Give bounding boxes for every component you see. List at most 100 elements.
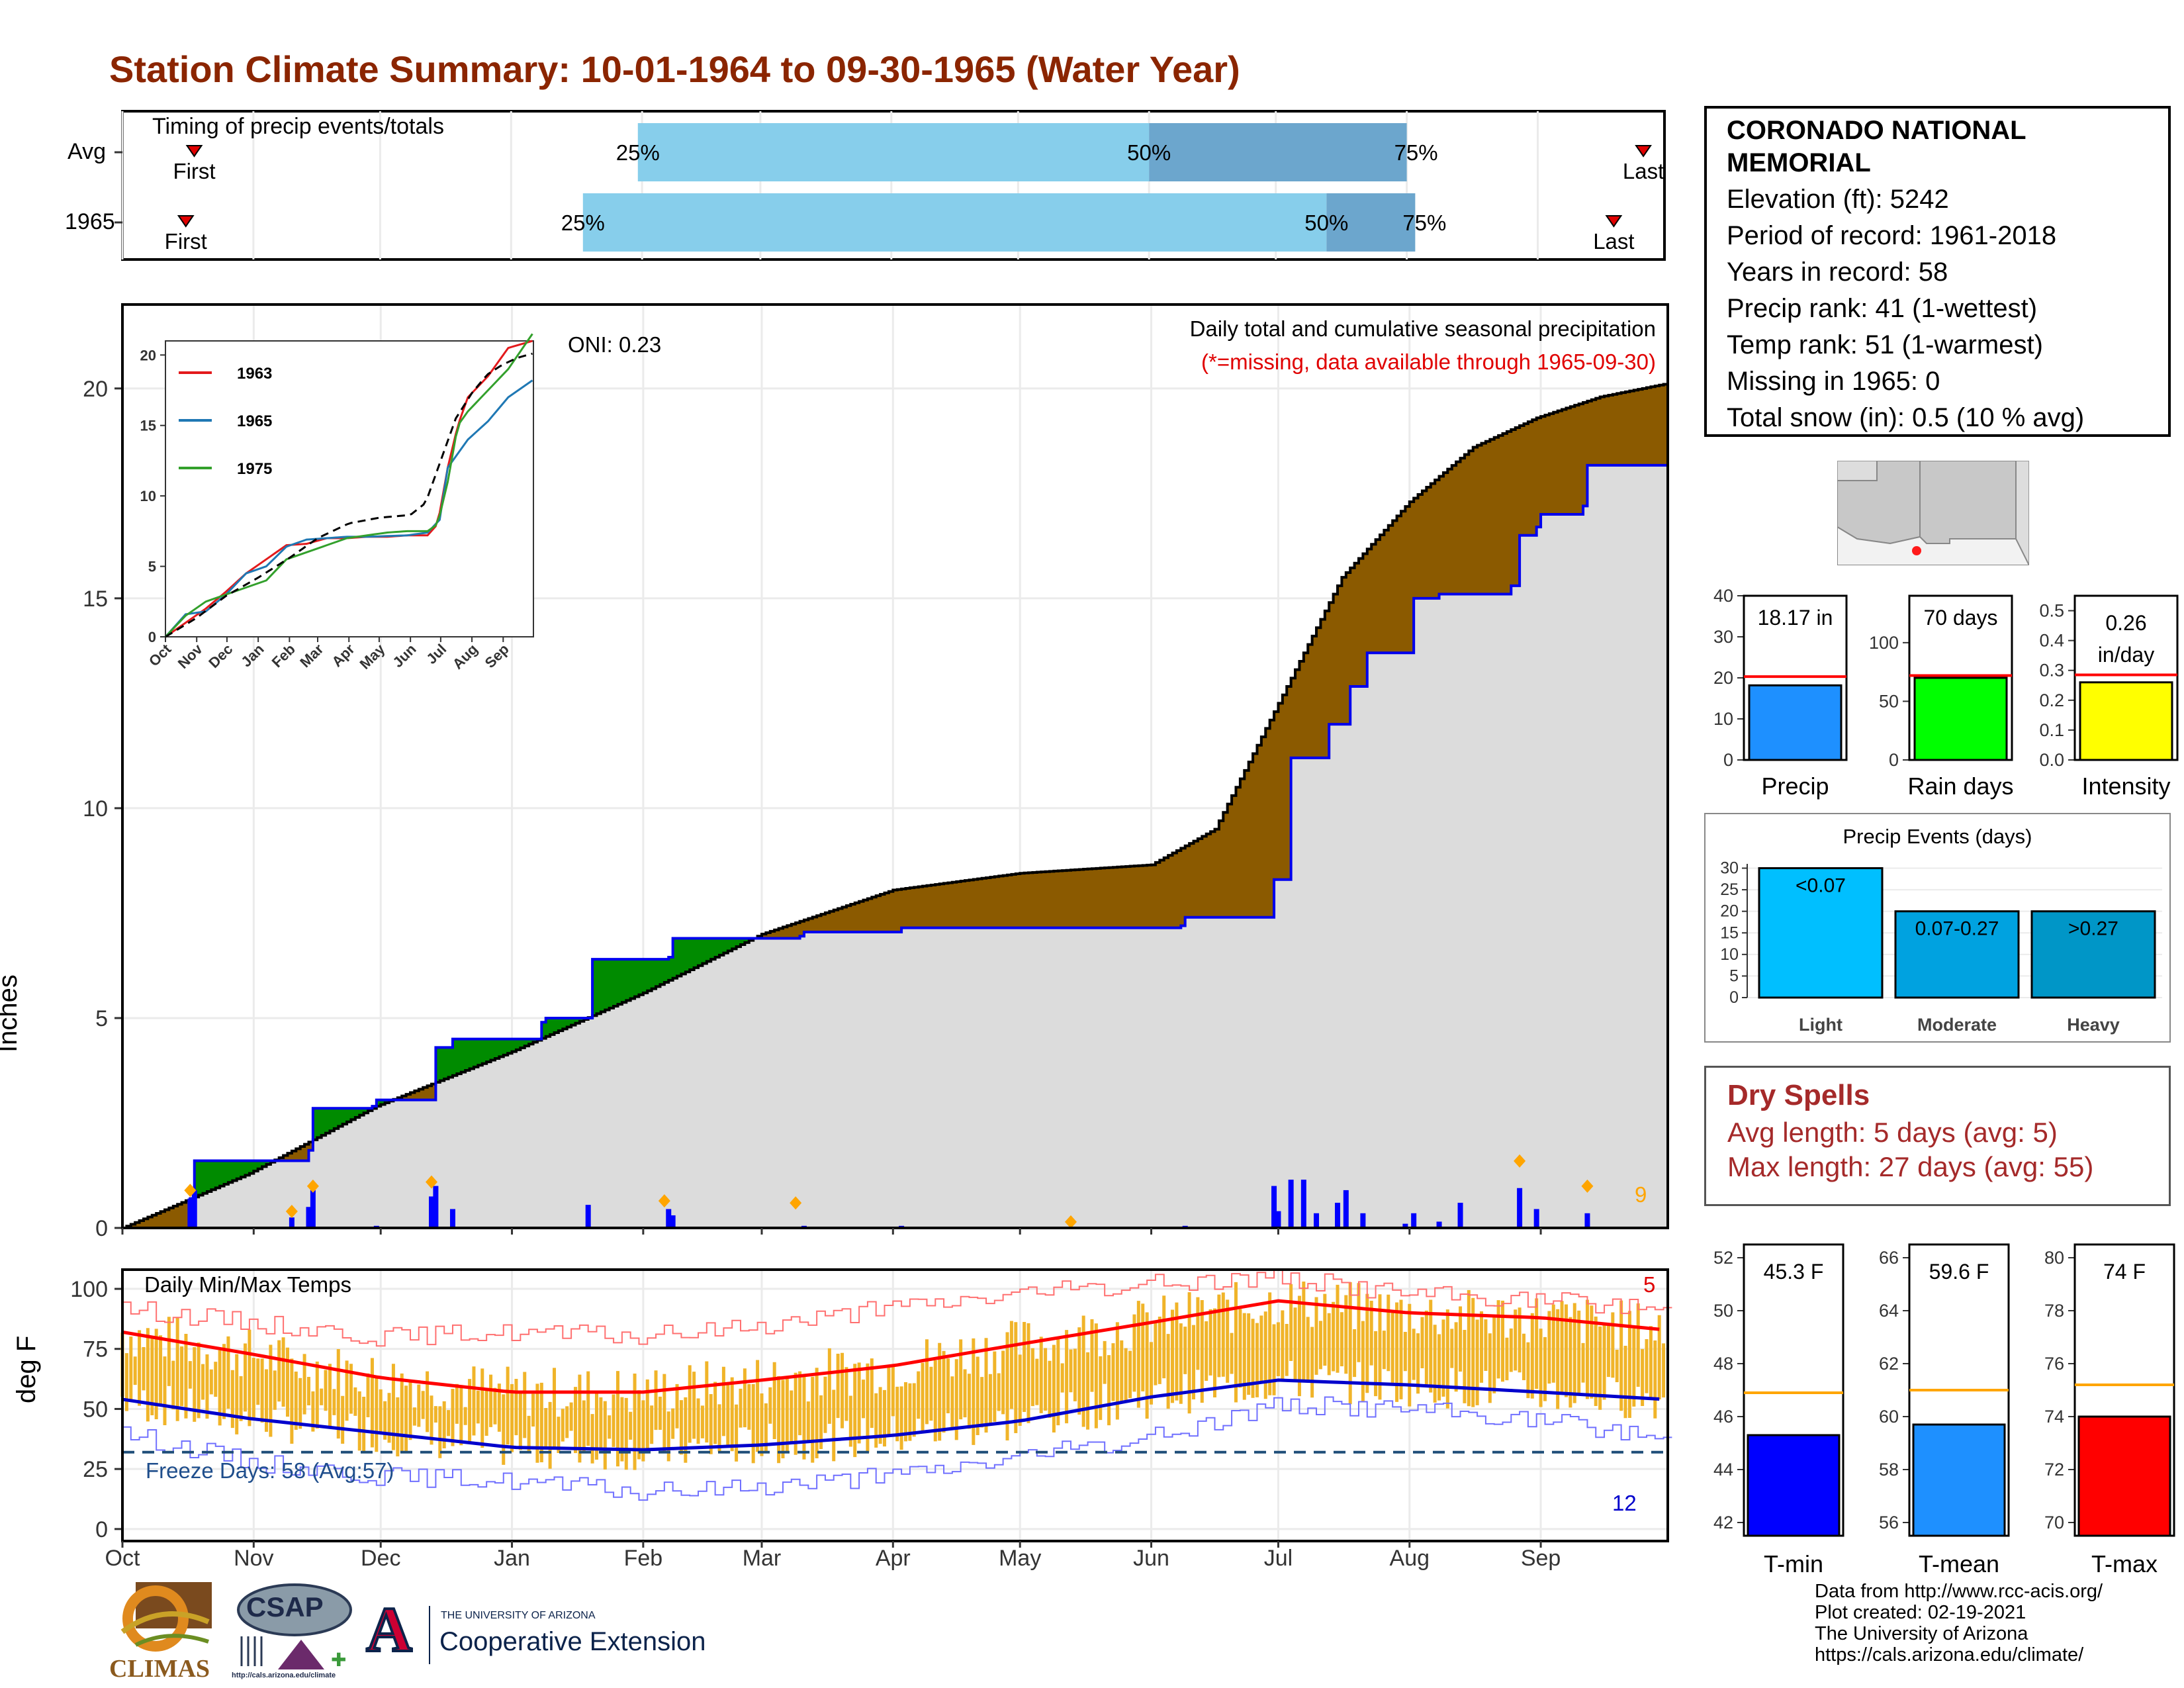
inset-legend-label-1965: 1965 <box>237 412 272 430</box>
extreme-day-marker <box>1064 1215 1077 1229</box>
month-label-mar: Mar <box>742 1546 782 1571</box>
timing-panel: Avg 1965 25% 50% 75% First Last 25% 50% 75% Firs… <box>60 106 1681 265</box>
precip-ytick-label-1: 5 <box>95 1006 108 1031</box>
locator-map <box>1837 461 2029 565</box>
inset-legend-label-1975: 1975 <box>237 460 272 478</box>
precip-note: (*=missing, data available through 1965-… <box>1201 350 1656 374</box>
climas-emblem-ring <box>122 1585 189 1652</box>
timing-first-label-1: First <box>165 229 207 254</box>
inset-chart: 0 5 10 15 20 Oct Nov Dec Jan Feb Mar Apr May Jun Jul Au… <box>113 331 543 702</box>
daily-precip-bar <box>1300 1180 1306 1228</box>
deficit-area <box>126 384 1668 1228</box>
avg-cumulative-line <box>122 383 1668 1229</box>
daily-precip-bar <box>585 1205 591 1228</box>
timing-plot: 25% 50% 75% First Last 25% 50% 75% First Last <box>114 110 1666 261</box>
tbar-1-ytick-label-2: 60 <box>1879 1407 1899 1427</box>
daily-precip-bar <box>1314 1213 1320 1228</box>
page-title: Station Climate Summary: 10-01-1964 to 0… <box>109 48 1240 90</box>
tbar-1-name: T-mean <box>1919 1550 1999 1577</box>
tbar-2-ytick-label-4: 78 <box>2044 1301 2064 1321</box>
station-elevation: Elevation (ft): 5242 <box>1727 185 1949 214</box>
footer-institution: The University of Arizona <box>1815 1623 2028 1644</box>
mini-0-ytick-label-4: 40 <box>1713 586 1733 606</box>
avg-max-line <box>122 1299 1660 1394</box>
mini-1-ytick-label-2: 100 <box>1869 633 1899 653</box>
inset-xtick-label-10: Aug <box>449 641 481 673</box>
mini-0-ytick-label-0: 0 <box>1723 750 1733 770</box>
extreme-day-marker <box>426 1175 437 1189</box>
tbar-0-name: T-min <box>1764 1550 1823 1577</box>
inset-ytick-label-4: 20 <box>140 347 156 363</box>
daily-precip-bar <box>1360 1213 1366 1228</box>
extreme-day-marker <box>1514 1154 1526 1168</box>
mini-0-value-label: 18.17 in <box>1758 606 1833 630</box>
events-bar-moderate <box>1894 910 2020 999</box>
extreme-day-marker <box>306 1179 319 1193</box>
inset-legend-label-1963: 1963 <box>237 365 272 383</box>
mini-2-ytick-label-3: 0.3 <box>2039 661 2064 680</box>
tbar-1-bar <box>1912 1423 2006 1537</box>
daily-precip-bar <box>433 1186 439 1228</box>
ua-divider <box>429 1606 430 1664</box>
inset-frame <box>165 340 534 637</box>
timing-p25-label-1: 25% <box>561 211 605 235</box>
tbar-2-ytick-label-5: 80 <box>2044 1248 2064 1268</box>
timing-bar-50-75-0 <box>1149 123 1407 181</box>
record-min-line <box>122 1396 1672 1501</box>
footer-data-source: Data from http://www.rcc-acis.org/ <box>1815 1581 2103 1602</box>
dry-spells-box: Dry Spells Avg length: 5 days (avg: 5) M… <box>1704 1066 2171 1206</box>
tbar-0-bar <box>1747 1434 1841 1537</box>
csap-cactus: ✚ <box>331 1650 346 1670</box>
observed-area <box>122 465 1668 1228</box>
cold-count: 12 <box>1612 1491 1637 1515</box>
station-years: Years in record: 58 <box>1727 258 1948 287</box>
events-ytick-label-6: 30 <box>1720 859 1739 878</box>
tbar-0-ytick-label-1: 44 <box>1713 1460 1733 1479</box>
map-mexico <box>1837 526 2029 565</box>
temp-ytick-label-0: 0 <box>95 1517 108 1542</box>
climas-emblem <box>120 1582 212 1652</box>
csap-mountain <box>278 1640 324 1669</box>
station-period: Period of record: 1961-2018 <box>1727 221 2057 250</box>
inset-ytick-label-2: 10 <box>140 488 156 504</box>
tbar-0-ytick-label-2: 46 <box>1713 1407 1733 1427</box>
events-ytick-label-1: 5 <box>1729 966 1739 985</box>
precip-ytick-label-4: 20 <box>83 377 108 402</box>
daily-precip-bar <box>310 1190 316 1228</box>
temp-ytick-label-2: 50 <box>83 1397 108 1422</box>
csap-rain-lines <box>240 1636 263 1666</box>
tbar-1-ytick-label-4: 64 <box>1879 1301 1899 1321</box>
inset-ytick-label-3: 15 <box>140 418 156 434</box>
month-label-jul: Jul <box>1263 1546 1293 1571</box>
csap-text: CSAP <box>246 1591 324 1622</box>
events-box: Precip Events (days) 0 5 10 15 20 25 30 <0.07 Li… <box>1704 813 2171 1043</box>
tbar-2-ytick-label-3: 76 <box>2044 1354 2064 1374</box>
extreme-day-marker <box>184 1184 197 1197</box>
precip-header: Daily total and cumulative seasonal prec… <box>1189 316 1656 341</box>
station-location-marker <box>1912 546 1921 555</box>
ua-line1: THE UNIVERSITY OF ARIZONA <box>441 1610 596 1621</box>
csap-emblem: ✚ <box>237 1583 352 1670</box>
daily-precip-bar <box>187 1198 193 1228</box>
timing-p50-label-0: 50% <box>1127 140 1171 165</box>
events-bar-light <box>1758 867 1884 999</box>
daily-precip-bar <box>306 1207 312 1228</box>
inset-xtick-label-9: Jul <box>423 641 449 667</box>
extreme-day-marker <box>285 1204 298 1218</box>
month-label-jun: Jun <box>1133 1546 1169 1571</box>
inset-xtick-label-2: Dec <box>205 641 236 671</box>
timing-last-marker-1 <box>1605 215 1623 228</box>
tbar-1-ytick-label-5: 66 <box>1879 1248 1899 1268</box>
station-snow: Total snow (in): 0.5 (10 % avg) <box>1727 403 2085 432</box>
events-plot: 0 5 10 15 20 25 30 <0.07 Light 0.07-0.27 Moderate >… <box>1720 859 2162 1035</box>
inset-ytick-label-0: 0 <box>148 629 156 645</box>
mini-1-value-label: 70 days <box>1923 606 1997 630</box>
events-ytick-label-5: 25 <box>1720 880 1739 899</box>
extreme-day-marker <box>658 1194 670 1208</box>
daily-precip-bar <box>1271 1186 1277 1228</box>
timing-last-marker-0 <box>1635 145 1652 158</box>
timing-last-label-1: Last <box>1593 229 1634 254</box>
csap-logo: ✚ CSAP http://cals.arizona.edu/climate <box>232 1583 354 1683</box>
inset-xtick-label-1: Nov <box>175 640 206 672</box>
